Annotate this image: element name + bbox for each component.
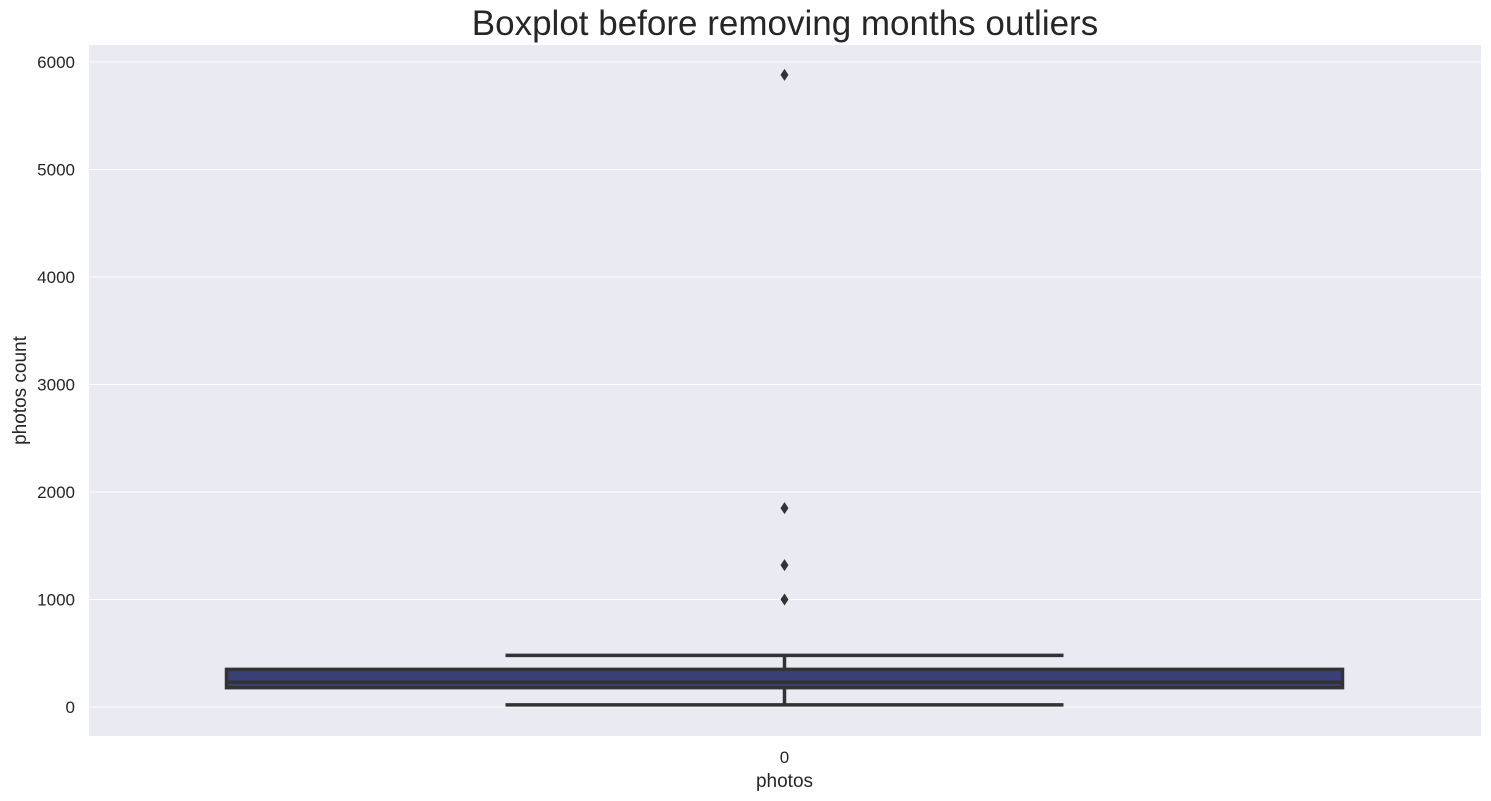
iqr-box: [224, 667, 1345, 690]
y-tick-label: 4000: [37, 268, 75, 287]
grid-lines: [89, 61, 1481, 708]
y-tick-labels: 0 1000 2000 3000 4000 5000 6000: [37, 53, 75, 717]
box-group: [224, 68, 1345, 707]
chart-title: Boxplot before removing months outliers: [472, 4, 1098, 43]
y-tick-label: 0: [66, 698, 75, 717]
y-tick-label: 6000: [37, 53, 75, 72]
y-tick-label: 5000: [37, 161, 75, 180]
plot-background: [89, 45, 1481, 736]
y-tick-label: 1000: [37, 591, 75, 610]
y-tick-label: 3000: [37, 376, 75, 395]
x-tick-label: 0: [780, 748, 789, 767]
y-axis-label: photos count: [10, 335, 31, 445]
outlier-point: [780, 68, 789, 81]
outlier-point: [780, 593, 789, 606]
outlier-point: [780, 502, 789, 515]
x-tick-labels: 0: [780, 748, 789, 767]
x-axis-label: photos: [756, 771, 813, 792]
y-tick-label: 2000: [37, 483, 75, 502]
outlier-point: [780, 559, 789, 572]
